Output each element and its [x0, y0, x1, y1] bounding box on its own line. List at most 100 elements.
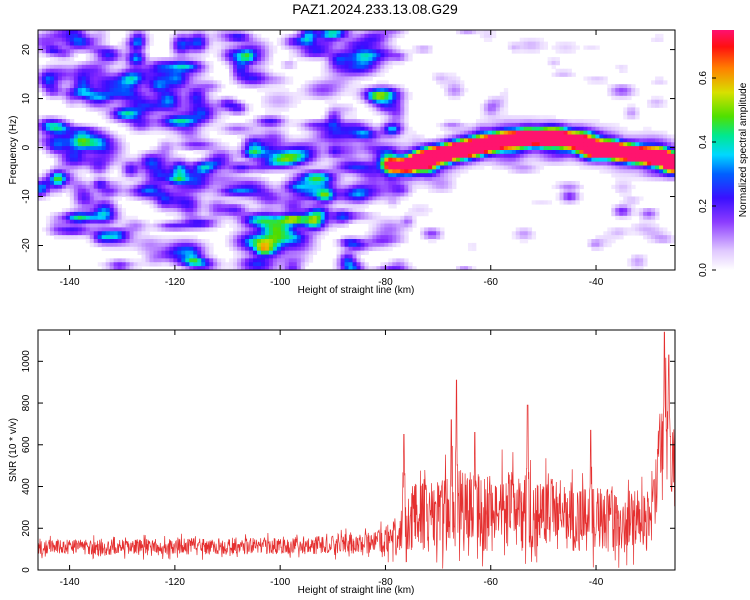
- heatmap-cell: [324, 150, 330, 155]
- heatmap-cell: [296, 204, 302, 209]
- heatmap-cell: [507, 146, 513, 151]
- heatmap-cell: [165, 169, 170, 174]
- heatmap-cell: [531, 122, 537, 128]
- heatmap-cell: [69, 30, 75, 35]
- heatmap-cell: [241, 111, 246, 116]
- heatmap-cell: [189, 184, 194, 190]
- heatmap-cell: [65, 142, 71, 147]
- heatmap-cell: [173, 157, 178, 163]
- heatmap-cell: [272, 192, 278, 197]
- heatmap-cell: [69, 122, 75, 128]
- heatmap-cell: [73, 49, 79, 54]
- heatmap-cell: [332, 200, 337, 205]
- heatmap-cell: [448, 161, 453, 166]
- heatmap-cell: [89, 68, 95, 73]
- heatmap-cell: [229, 177, 234, 182]
- heatmap-cell: [181, 138, 186, 143]
- heatmap-cell: [308, 130, 314, 135]
- heatmap-cell: [225, 165, 230, 170]
- heatmap-cell: [209, 146, 214, 151]
- heatmap-cell: [607, 126, 612, 132]
- heatmap-cell: [245, 45, 250, 50]
- heatmap-cell: [619, 173, 624, 178]
- heatmap-cell: [65, 57, 71, 62]
- heatmap-cell: [663, 161, 668, 166]
- heatmap-cell: [547, 138, 552, 143]
- heatmap-cell: [300, 184, 306, 190]
- heatmap-cell: [233, 33, 238, 39]
- heatmap-cell: [89, 173, 95, 178]
- heatmap-cell: [372, 126, 377, 132]
- heatmap-cell: [452, 169, 457, 174]
- heatmap-cell: [332, 45, 337, 50]
- heatmap-cell: [300, 41, 306, 46]
- heatmap-cell: [197, 88, 202, 93]
- heatmap-cell: [579, 138, 584, 143]
- heatmap-cell: [575, 161, 580, 166]
- heatmap-cell: [284, 76, 290, 81]
- heatmap-cell: [109, 57, 115, 62]
- heatmap-cell: [555, 60, 560, 66]
- heatmap-cell: [336, 49, 341, 54]
- heatmap-cell: [149, 180, 154, 186]
- heatmap-cell: [233, 165, 238, 170]
- heatmap-cell: [324, 126, 330, 132]
- heatmap-cell: [201, 184, 206, 190]
- heatmap-cell: [623, 184, 628, 190]
- heatmap-cell: [635, 130, 640, 135]
- heatmap-cell: [245, 41, 250, 46]
- heatmap-cell: [256, 119, 262, 124]
- heatmap-cell: [69, 84, 75, 89]
- heatmap-cell: [49, 150, 55, 155]
- heatmap-cell: [324, 130, 330, 135]
- heatmap-cell: [364, 200, 369, 205]
- heatmap-cell: [57, 72, 63, 77]
- heatmap-cell: [332, 134, 337, 139]
- heatmap-cell: [121, 180, 126, 186]
- heatmap-cell: [145, 161, 150, 166]
- heatmap-cell: [109, 165, 115, 170]
- heatmap-cell: [181, 60, 186, 66]
- heatmap-cell: [384, 138, 389, 143]
- heatmap-cell: [57, 146, 63, 151]
- heatmap-cell: [623, 126, 628, 132]
- heatmap-cell: [360, 142, 365, 147]
- heatmap-cell: [384, 49, 389, 54]
- heatmap-cell: [452, 95, 457, 101]
- heatmap-cell: [384, 161, 389, 166]
- heatmap-cell: [328, 33, 334, 39]
- heatmap-cell: [113, 192, 119, 197]
- heatmap-cell: [627, 84, 632, 89]
- heatmap-cell: [53, 49, 59, 54]
- heatmap-cell: [177, 196, 182, 201]
- heatmap-cell: [241, 165, 246, 170]
- heatmap-cell: [252, 64, 258, 70]
- heatmap-cell: [487, 126, 493, 132]
- heatmap-cell: [392, 95, 397, 101]
- heatmap-cell: [559, 153, 564, 159]
- heatmap-cell: [41, 84, 47, 89]
- heatmap-cell: [384, 122, 389, 128]
- heatmap-cell: [121, 161, 126, 166]
- heatmap-cell: [316, 95, 322, 101]
- heatmap-cell: [659, 134, 664, 139]
- heatmap-cell: [611, 157, 616, 163]
- heatmap-cell: [117, 76, 123, 81]
- heatmap-cell: [611, 88, 616, 93]
- heatmap-cell: [300, 188, 306, 193]
- heatmap-cell: [157, 150, 162, 155]
- heatmap-cell: [535, 119, 541, 124]
- heatmap-cell: [173, 72, 178, 77]
- heatmap-cell: [288, 173, 294, 178]
- heatmap-cell: [388, 161, 393, 166]
- heatmap-cell: [197, 76, 202, 81]
- heatmap-cell: [237, 184, 242, 190]
- heatmap-cell: [157, 200, 162, 205]
- heatmap-cell: [165, 204, 170, 209]
- heatmap-cell: [448, 150, 453, 155]
- heatmap-cell: [57, 57, 63, 62]
- heatmap-cell: [161, 60, 166, 66]
- heatmap-cell: [404, 126, 409, 132]
- heatmap-cell: [575, 188, 580, 193]
- heatmap-cell: [372, 45, 377, 50]
